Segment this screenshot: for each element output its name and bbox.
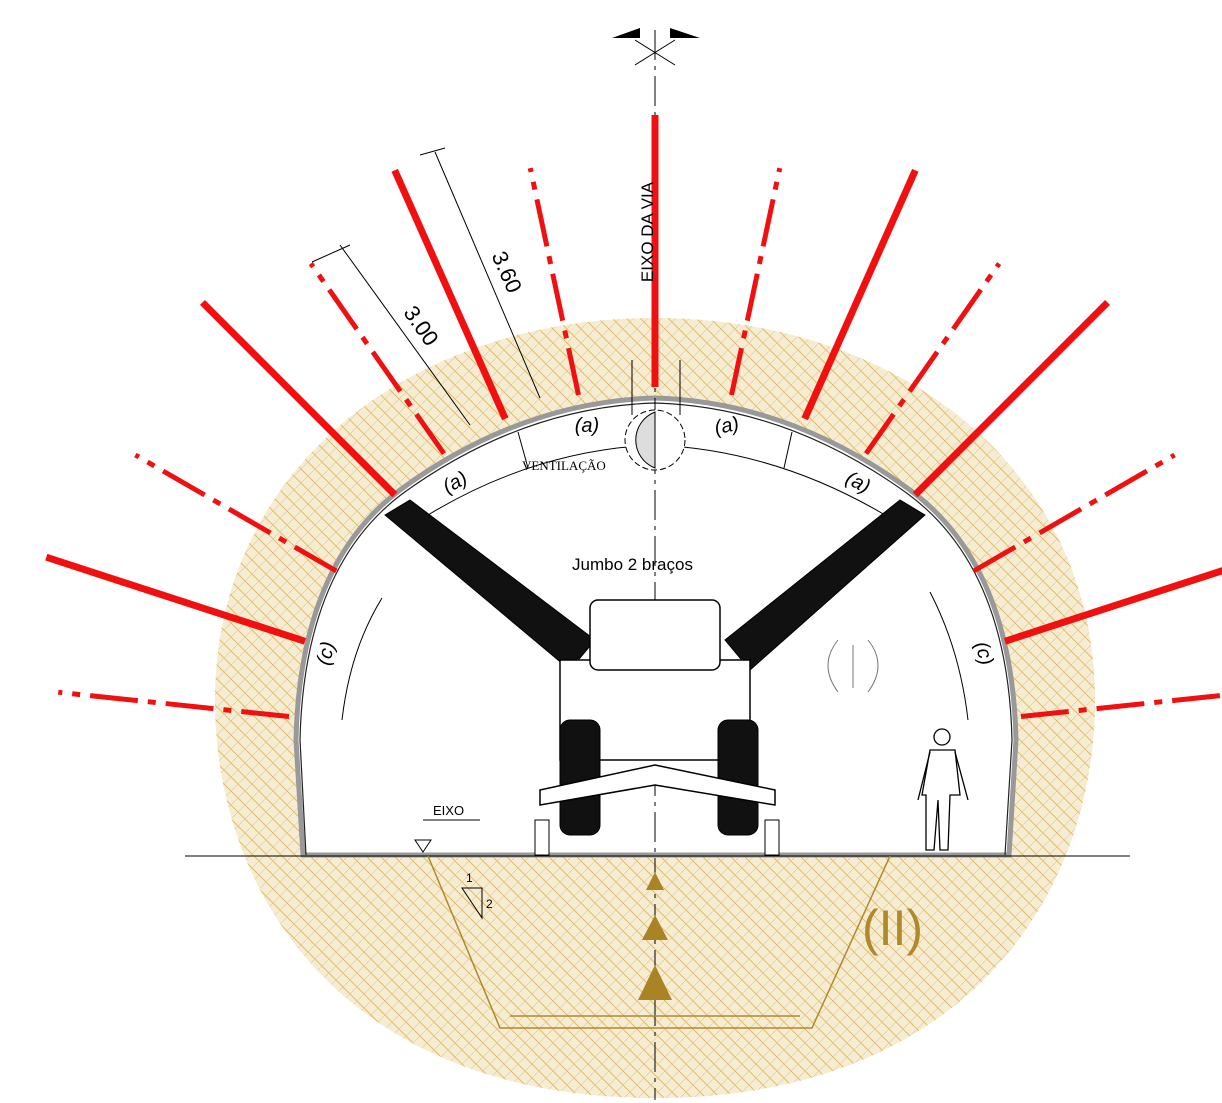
rock-bolt: [202, 302, 394, 494]
rock-bolt: [915, 302, 1107, 494]
axis-arrows: [612, 28, 700, 38]
drawing: EIXO DA VIA 3.60 3.00 (a) (a) (a) (a) (c…: [0, 0, 1222, 1103]
dimension-short: 3.00: [399, 301, 444, 350]
zone-label: (a): [575, 415, 599, 437]
machine-label: Jumbo 2 braços: [572, 555, 693, 574]
ventilation-label: VENTILAÇÃO: [522, 458, 606, 473]
dimension-long: 3.60: [487, 247, 527, 296]
slope-rise: 1: [466, 871, 473, 885]
stage-2-label: (II): [862, 900, 923, 956]
axis-label: EIXO DA VIA: [638, 181, 657, 282]
slope-run: 2: [486, 897, 493, 911]
level-label: EIXO: [433, 803, 464, 818]
